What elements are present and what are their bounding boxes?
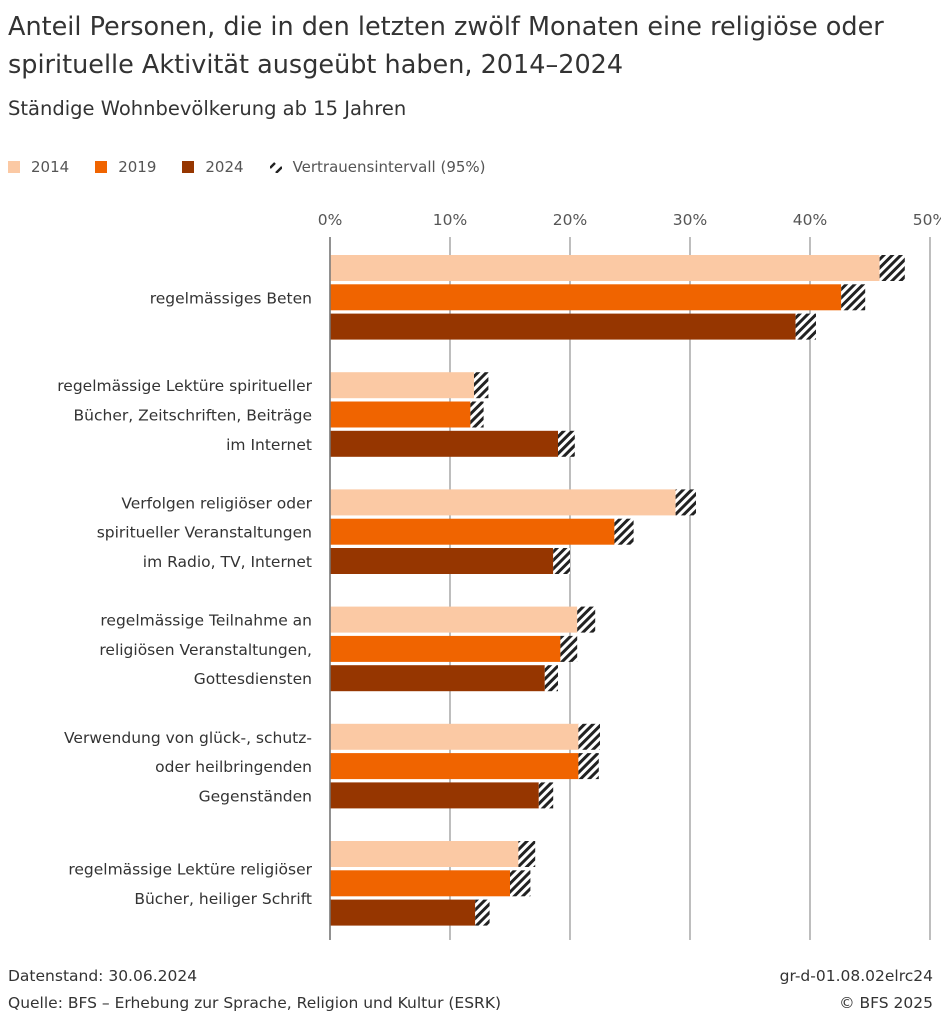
copyright: © BFS 2025 <box>839 994 933 1012</box>
category-label: Gottesdiensten <box>194 670 312 688</box>
confidence-interval <box>544 665 558 692</box>
confidence-interval <box>614 518 634 545</box>
bar-2014 <box>330 606 578 633</box>
chart-subtitle: Ständige Wohnbevölkerung ab 15 Jahren <box>8 97 407 120</box>
legend: 2014 2019 2024 Vertrauensintervall (95%) <box>8 154 512 180</box>
bar-2014 <box>330 489 676 516</box>
bar-2024 <box>330 430 558 457</box>
category-label: regelmässige Teilnahme an <box>100 612 312 630</box>
bar-2019 <box>330 518 615 545</box>
bar-2024 <box>330 899 476 926</box>
legend-item-2024: 2024 <box>182 158 244 176</box>
bar-2019 <box>330 284 842 311</box>
category-label: Verfolgen religiöser oder <box>121 494 312 512</box>
category-label: religiösen Veranstaltungen, <box>99 641 312 659</box>
legend-swatch-2014 <box>8 161 20 173</box>
bar-2024 <box>330 548 554 574</box>
bar-2019 <box>330 401 471 428</box>
confidence-interval <box>675 489 696 516</box>
bar-2014 <box>330 723 579 750</box>
hatch-pattern-icon <box>269 161 282 173</box>
x-tick-label: 50% <box>913 211 941 229</box>
confidence-interval <box>578 723 600 750</box>
confidence-interval <box>879 255 905 281</box>
source-note: Quelle: BFS – Erhebung zur Sprache, Reli… <box>8 994 502 1012</box>
category-label: im Internet <box>226 436 312 454</box>
confidence-interval <box>475 899 490 926</box>
bar-2019 <box>330 870 510 897</box>
bar-2019 <box>330 635 561 662</box>
bar-2014 <box>330 841 519 867</box>
bar-2024 <box>330 313 796 340</box>
legend-label-2014: 2014 <box>31 158 70 176</box>
confidence-interval <box>577 606 596 633</box>
confidence-interval <box>518 841 536 867</box>
category-label: regelmässige Lektüre spiritueller <box>57 377 312 395</box>
category-label: Bücher, heiliger Schrift <box>134 890 312 908</box>
data-status: Datenstand: 30.06.2024 <box>8 967 198 985</box>
confidence-interval <box>558 430 575 457</box>
confidence-interval <box>578 753 599 780</box>
category-label: im Radio, TV, Internet <box>143 553 312 571</box>
confidence-interval <box>560 635 578 662</box>
x-tick-label: 30% <box>673 211 707 229</box>
category-label: Gegenständen <box>199 787 312 805</box>
bar-2014 <box>330 372 474 399</box>
legend-swatch-2024 <box>182 161 195 173</box>
x-tick-label: 40% <box>793 211 827 229</box>
bar-2019 <box>330 753 579 780</box>
bar-2024 <box>330 665 545 692</box>
legend-label-confidence-interval: Vertrauensintervall (95%) <box>292 158 486 176</box>
category-label: Bücher, Zeitschriften, Beiträge <box>74 407 312 425</box>
chart-code: gr-d-01.08.02elrc24 <box>779 967 933 985</box>
category-label: oder heilbringenden <box>155 758 312 776</box>
bar-2024 <box>330 782 539 809</box>
category-label: Verwendung von glück-, schutz- <box>64 729 312 747</box>
confidence-interval <box>553 548 570 574</box>
confidence-interval <box>510 870 531 897</box>
chart-title: Anteil Personen, die in den letzten zwöl… <box>8 12 884 80</box>
bar-chart: 0% 10% 20% 30% 40% 50% regelmässiges Beten reg… <box>57 211 941 940</box>
legend-label-2024: 2024 <box>205 158 244 176</box>
category-label: spiritueller Veranstaltungen <box>97 524 312 542</box>
x-tick-label: 0% <box>318 211 343 229</box>
legend-item-2014: 2014 <box>8 158 69 176</box>
footer-left: Datenstand: 30.06.2024 Quelle: BFS – Erh… <box>8 963 501 1017</box>
category-label: regelmässiges Beten <box>150 289 312 307</box>
confidence-interval <box>470 401 484 428</box>
category-label: regelmässige Lektüre religiöser <box>68 861 312 879</box>
confidence-interval <box>841 284 866 311</box>
bar-2014 <box>330 255 880 281</box>
legend-label-2019: 2019 <box>118 158 157 176</box>
x-tick-label: 10% <box>433 211 467 229</box>
footer-right: gr-d-01.08.02elrc24 © BFS 2025 <box>780 963 933 1017</box>
confidence-interval <box>474 372 489 399</box>
confidence-interval <box>538 782 554 809</box>
confidence-interval <box>795 313 816 340</box>
legend-item-2019: 2019 <box>95 158 156 176</box>
legend-swatch-2019 <box>95 161 108 173</box>
legend-item-confidence-interval: Vertrauensintervall (95%) <box>269 158 486 176</box>
x-tick-label: 20% <box>553 211 587 229</box>
